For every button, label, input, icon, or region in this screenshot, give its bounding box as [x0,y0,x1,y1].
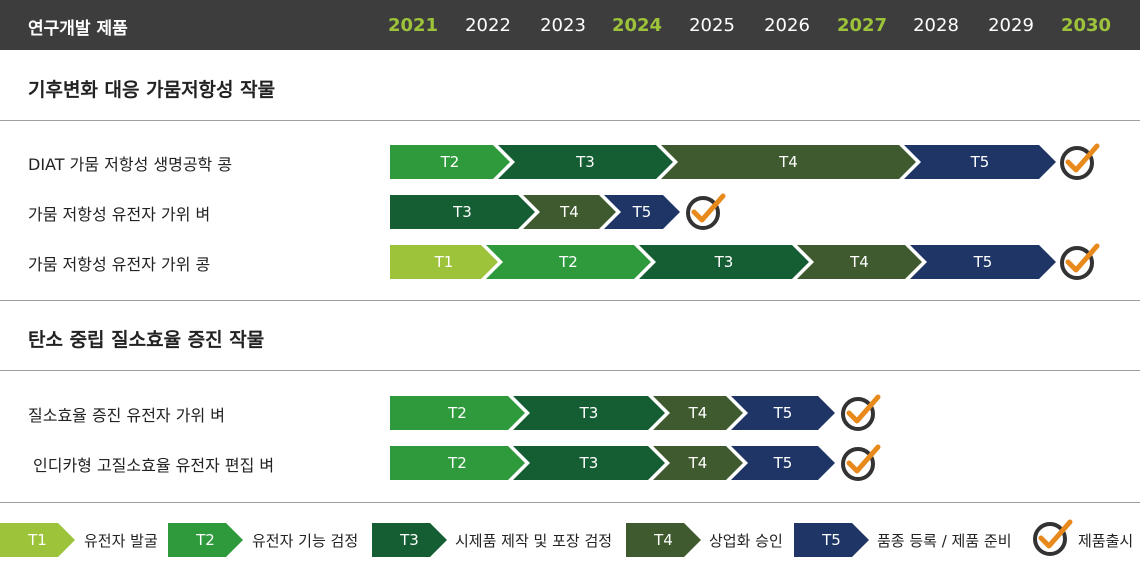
legend-label-t4: 상업화 승인 [709,532,783,550]
row-label: DIAT 가뭄 저항성 생명공학 콩 [28,155,233,174]
stage-chevron-t1: T1 [390,245,498,279]
stage-chevron-t2: T2 [486,245,651,279]
row-label: 가뭄 저항성 유전자 가위 벼 [28,205,211,224]
legend-label-t3: 시제품 제작 및 포장 검정 [455,532,613,550]
stage-chevron-t5: T5 [910,245,1056,279]
section-title-drought: 기후변화 대응 가뭄저항성 작물 [28,79,276,101]
stage-chevron-t3: T3 [639,245,809,279]
stage-chevron-t4: T4 [523,195,616,229]
legend-label-t2: 유전자 기능 검정 [252,532,359,550]
check-circle-icon [1060,243,1100,280]
year-2023: 2023 [540,15,586,36]
stage-chevron-t2: T2 [390,396,525,430]
legend-chevron-t5: T5 [794,523,869,557]
header-title: 연구개발 제품 [28,19,128,39]
year-2029: 2029 [988,15,1034,36]
check-circle-icon [686,193,726,230]
stage-chevron-t4: T4 [653,446,743,480]
header-bar: 연구개발 제품 2021 2022 2023 2024 2025 2026 20… [0,0,1140,50]
check-circle-icon [841,444,881,481]
check-circle-icon [1060,143,1100,180]
divider [0,502,1140,503]
year-2022: 2022 [465,15,511,36]
year-2024: 2024 [611,15,663,36]
section-title-nitrogen: 탄소 중립 질소효율 증진 작물 [28,329,265,351]
year-2028: 2028 [913,15,959,36]
year-2027: 2027 [836,15,888,36]
check-circle-icon [841,394,881,431]
stage-chevron-t4: T4 [653,396,743,430]
year-2021: 2021 [387,15,439,36]
legend-label-release: 제품출시 [1078,532,1134,550]
year-2025: 2025 [689,15,735,36]
check-circle-icon [1033,519,1073,556]
stage-chevron-t3: T3 [498,145,673,179]
legend-chevron-t1: T1 [0,523,75,557]
stage-chevron-t3: T3 [390,195,535,229]
legend-chevron-t4: T4 [626,523,701,557]
stage-chevron-t4: T4 [797,245,922,279]
stage-chevron-t2: T2 [390,145,510,179]
legend-chevron-t2: T2 [168,523,243,557]
legend-label-t1: 유전자 발굴 [84,532,158,550]
divider [0,300,1140,301]
row-label: 인디카형 고질소효율 유전자 편집 벼 [33,456,275,475]
stage-chevron-t2: T2 [390,446,525,480]
divider [0,120,1140,121]
legend-label-t5: 품종 등록 / 제품 준비 [877,532,1012,550]
stage-chevron-t4: T4 [661,145,916,179]
row-label: 질소효율 증진 유전자 가위 벼 [28,406,225,425]
year-2030: 2030 [1060,15,1112,36]
divider [0,370,1140,371]
row-label: 가뭄 저항성 유전자 가위 콩 [28,255,211,274]
stage-chevron-t5: T5 [731,446,835,480]
stage-chevron-t5: T5 [731,396,835,430]
stage-chevron-t3: T3 [513,446,665,480]
stage-chevron-t3: T3 [513,396,665,430]
year-2026: 2026 [764,15,810,36]
legend-chevron-t3: T3 [372,523,447,557]
stage-chevron-t5: T5 [904,145,1056,179]
